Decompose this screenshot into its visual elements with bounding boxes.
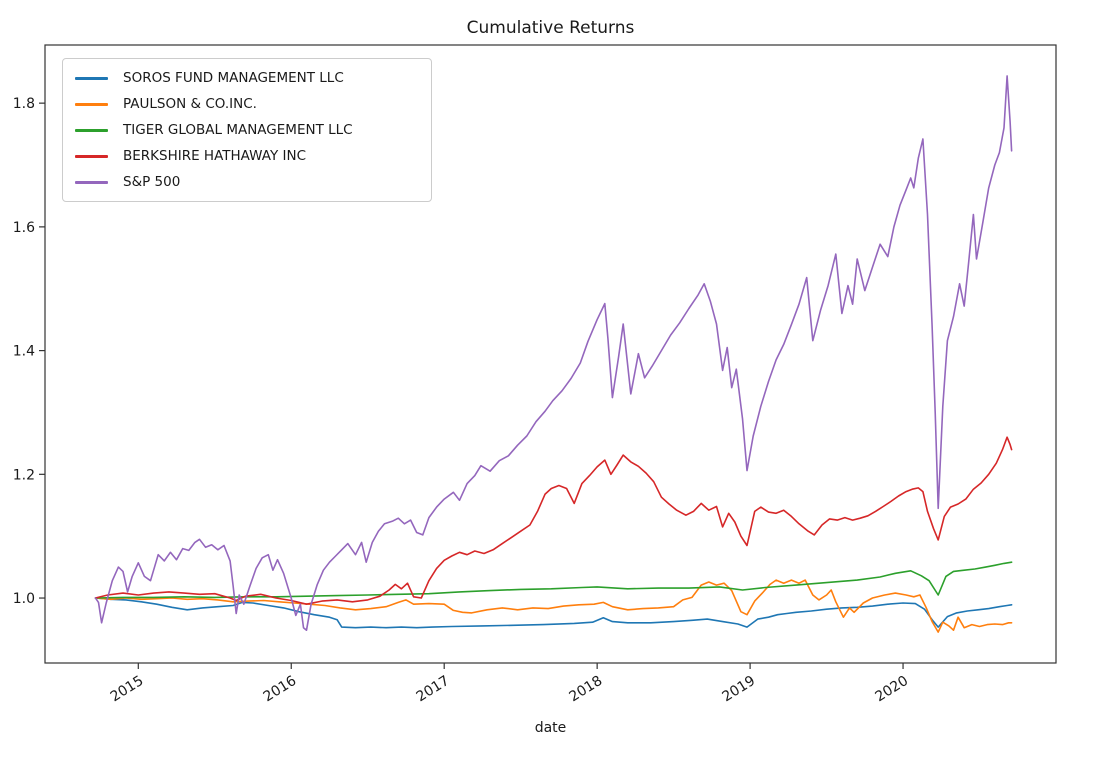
x-tick-label-2019: 2019 [720, 673, 759, 705]
series-line-0 [94, 597, 1013, 629]
legend-item: TIGER GLOBAL MANAGEMENT LLC [71, 117, 423, 143]
y-tick-label-1.8: 1.8 [13, 96, 35, 112]
y-tick-label-1.4: 1.4 [13, 344, 35, 360]
legend-line-swatch-soros [75, 76, 108, 80]
legend: SOROS FUND MANAGEMENT LLC PAULSON & CO.I… [62, 58, 432, 202]
x-tick-label-2015: 2015 [108, 673, 147, 705]
legend-item: S&P 500 [71, 169, 423, 195]
series-line-4 [94, 75, 1013, 632]
legend-label: SOROS FUND MANAGEMENT LLC [123, 70, 344, 86]
legend-label: BERKSHIRE HATHAWAY INC [123, 148, 307, 164]
axes-frame [44, 44, 1057, 664]
x-tick-label-2018: 2018 [567, 673, 606, 705]
x-tick-label-2020: 2020 [872, 673, 911, 705]
legend-label: TIGER GLOBAL MANAGEMENT LLC [123, 122, 353, 138]
x-tick-label-2016: 2016 [261, 673, 300, 705]
chart-title: Cumulative Returns [466, 18, 635, 38]
legend-line-swatch-sp500 [75, 180, 108, 184]
x-axis-label: date [534, 720, 567, 736]
legend-line-swatch-berkshire [75, 154, 108, 158]
legend-item: BERKSHIRE HATHAWAY INC [71, 143, 423, 169]
x-tick-label-2017: 2017 [414, 673, 453, 705]
y-tick-label-1.0: 1.0 [13, 591, 35, 607]
legend-label: S&P 500 [123, 174, 181, 190]
series-line-3 [94, 436, 1013, 606]
series-line-1 [94, 579, 1013, 633]
series-line-2 [94, 561, 1013, 599]
y-tick-label-1.2: 1.2 [13, 467, 35, 483]
legend-label: PAULSON & CO.INC. [123, 96, 257, 112]
legend-line-swatch-paulson [75, 102, 108, 106]
y-tick-label-1.6: 1.6 [13, 220, 35, 236]
legend-item: SOROS FUND MANAGEMENT LLC [71, 65, 423, 91]
legend-line-swatch-tiger [75, 128, 108, 132]
legend-item: PAULSON & CO.INC. [71, 91, 423, 117]
